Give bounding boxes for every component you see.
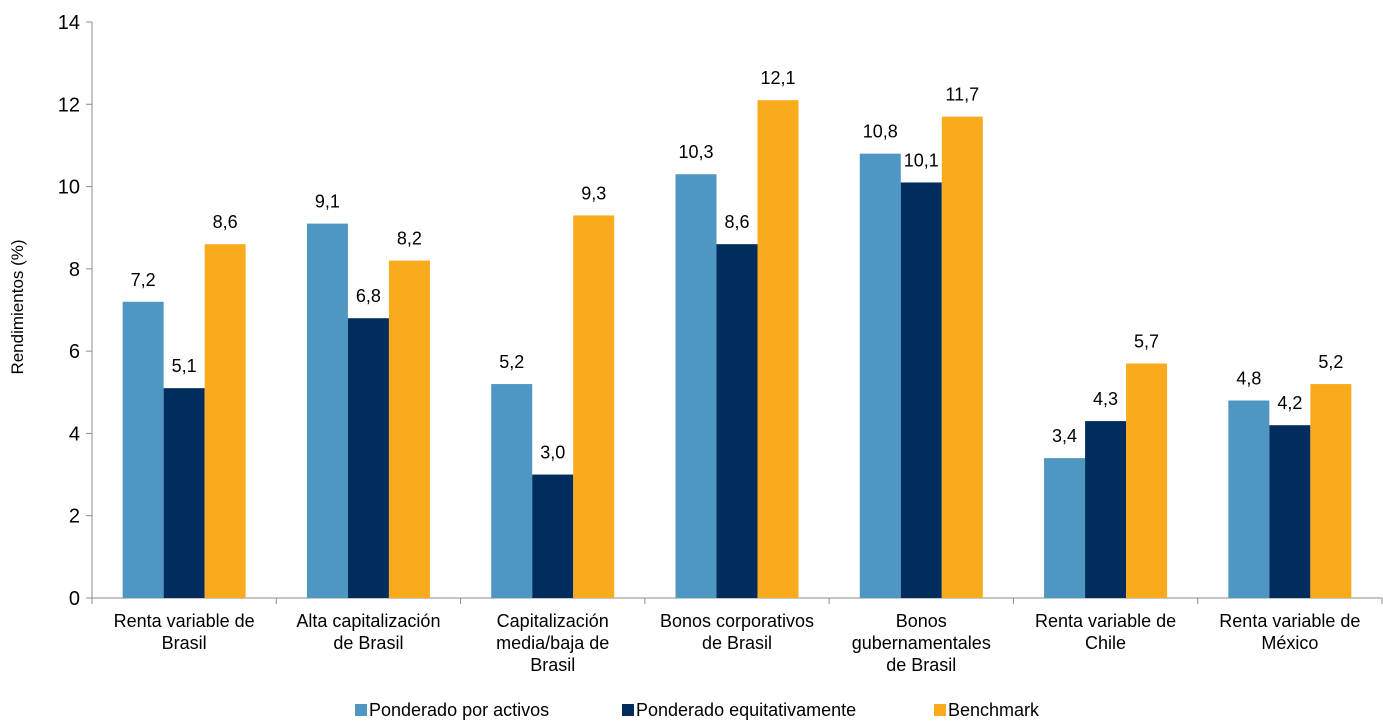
bar [675,174,717,598]
bar [757,100,799,599]
x-tick-label-line: Renta variable de [1035,611,1176,631]
y-tick-label: 12 [58,94,80,116]
bar [347,318,389,598]
y-tick-label: 0 [69,588,80,610]
x-tick-label-line: Bonos [896,611,947,631]
x-tick-label-line: de Brasil [886,655,956,675]
x-tick-label-line: Bonos corporativos [660,611,814,631]
x-tick-label-line: Capitalización [497,611,609,631]
legend-swatch [355,704,367,716]
bar [1310,384,1352,598]
bar [1044,458,1086,598]
y-tick-label: 2 [69,506,80,528]
bar [1269,425,1311,598]
data-label: 4,8 [1236,369,1261,389]
data-label: 9,1 [315,192,340,212]
x-tick-label: Alta capitalización de Brasil [296,611,440,653]
x-tick-label: Bonos gubernamentales de Brasil [852,611,991,675]
legend-label: Benchmark [948,700,1040,720]
data-label: 8,6 [724,212,749,232]
legend-label: Ponderado equitativamente [636,700,856,720]
data-label: 3,0 [540,443,565,463]
x-tick-label-line: Renta variable de [114,611,255,631]
bar [716,244,758,598]
y-tick-label: 10 [58,177,80,199]
legend-swatch [934,704,946,716]
data-label: 8,6 [213,212,238,232]
data-label: 10,3 [678,142,713,162]
data-label: 10,8 [863,122,898,142]
y-tick-label: 8 [69,259,80,281]
data-label: 6,8 [356,286,381,306]
legend-swatch [622,704,634,716]
bar [1228,400,1270,598]
bar [388,260,430,598]
legend: Ponderado por activos Ponderado equitativ… [355,700,1040,720]
data-labels: 7,2 9,1 5,2 10,3 10,8 3,4 4,8 5,1 6,8 3,0 8,6 10,1 4… [131,68,1344,462]
x-tick-label-line: gubernamentales [852,633,991,653]
bar [204,244,246,598]
x-tick-label-line: Brasil [162,633,207,653]
x-tick-label: Capitalización media/baja de Brasil [496,611,609,675]
data-label: 5,7 [1134,331,1159,351]
x-tick-label-line: Chile [1085,633,1126,653]
data-label: 5,2 [499,352,524,372]
x-tick-label: Bonos corporativos de Brasil [660,611,814,653]
legend-label: Ponderado por activos [369,700,549,720]
y-tick-label: 14 [58,12,80,34]
x-tick-label: Renta variable de Brasil [114,611,255,653]
x-tick-label-line: de Brasil [702,633,772,653]
bar [859,153,901,598]
x-tick-label-line: México [1261,633,1318,653]
y-tick-label: 4 [69,423,80,445]
data-label: 11,7 [945,85,979,105]
bar [900,182,942,598]
bar [1126,363,1168,598]
data-label: 3,4 [1052,426,1077,446]
y-tick-label: 6 [69,341,80,363]
data-label: 5,1 [172,356,197,376]
bar [941,116,983,598]
x-tick-label-line: Renta variable de [1219,611,1360,631]
y-axis-label: Rendimientos (%) [8,239,27,374]
x-tick-label: Renta variable de México [1219,611,1360,653]
data-label: 7,2 [131,270,156,290]
x-tick-label-line: Brasil [530,655,575,675]
bar [1085,421,1127,598]
bar [163,388,205,598]
x-tick-label: Renta variable de Chile [1035,611,1176,653]
data-label: 10,1 [904,150,939,170]
bar [491,384,533,598]
data-label: 8,2 [397,229,422,249]
bar [573,215,615,598]
data-label: 4,2 [1277,393,1302,413]
x-tick-label-line: Alta capitalización [296,611,440,631]
data-label: 9,3 [581,183,606,203]
x-tick-label-line: media/baja de [496,633,609,653]
bar [532,474,574,598]
data-label: 12,1 [760,68,795,88]
bars [122,100,1352,599]
bar [306,223,348,598]
data-label: 5,2 [1318,352,1343,372]
x-tick-label-line: de Brasil [333,633,403,653]
bar [122,301,164,598]
data-label: 4,3 [1093,389,1118,409]
